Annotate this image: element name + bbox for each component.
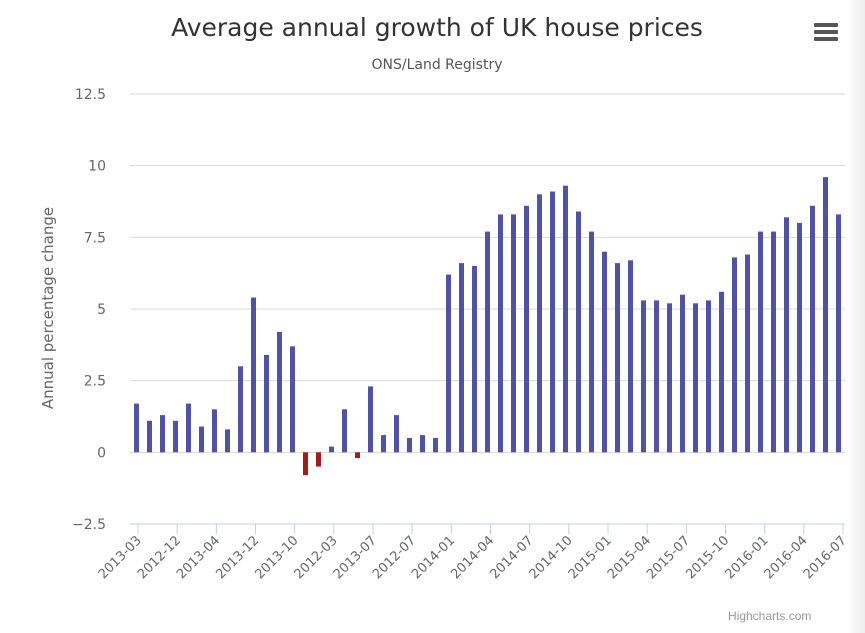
bar[interactable]: [264, 355, 269, 453]
bar[interactable]: [654, 300, 659, 452]
bar[interactable]: [420, 435, 425, 452]
bar[interactable]: [407, 438, 412, 452]
bar[interactable]: [160, 415, 165, 452]
bar[interactable]: [784, 217, 789, 452]
bar[interactable]: [446, 275, 451, 453]
y-tick-label: 7.5: [84, 230, 106, 246]
bar[interactable]: [251, 298, 256, 453]
bar[interactable]: [316, 452, 321, 466]
bar[interactable]: [524, 206, 529, 452]
bars: [134, 177, 841, 475]
bar[interactable]: [602, 252, 607, 453]
y-tick-label: 12.5: [75, 87, 106, 103]
bar[interactable]: [810, 206, 815, 452]
bar[interactable]: [563, 186, 568, 453]
y-axis-title: Annual percentage change: [39, 207, 57, 409]
bar[interactable]: [589, 232, 594, 453]
bar[interactable]: [836, 214, 841, 452]
bar[interactable]: [342, 409, 347, 452]
bar[interactable]: [498, 214, 503, 452]
bar[interactable]: [719, 292, 724, 453]
bar[interactable]: [797, 223, 802, 452]
bar[interactable]: [394, 415, 399, 452]
y-axis-labels: −2.5 0 2.5 5 7.5 10 12.5: [72, 87, 106, 533]
bar[interactable]: [277, 332, 282, 452]
x-tick-label: 2016-07: [801, 533, 850, 582]
bar[interactable]: [212, 409, 217, 452]
bar[interactable]: [667, 303, 672, 452]
y-tick-label: 10: [88, 159, 106, 175]
bar[interactable]: [628, 260, 633, 452]
bar[interactable]: [186, 404, 191, 453]
bar[interactable]: [433, 438, 438, 452]
bar[interactable]: [771, 232, 776, 453]
y-tick-label: 5: [97, 302, 106, 318]
bar[interactable]: [290, 346, 295, 452]
bar[interactable]: [615, 263, 620, 452]
y-tick-label: 2.5: [84, 374, 106, 390]
credits-link[interactable]: Highcharts.com: [728, 609, 811, 623]
bar[interactable]: [680, 295, 685, 453]
bar[interactable]: [459, 263, 464, 452]
bar[interactable]: [485, 232, 490, 453]
y-tick-label: −2.5: [72, 517, 106, 533]
bar[interactable]: [758, 232, 763, 453]
bar[interactable]: [173, 421, 178, 453]
chart: Average annual growth of UK house prices…: [0, 0, 865, 633]
bar[interactable]: [576, 212, 581, 453]
bar[interactable]: [147, 421, 152, 453]
bar[interactable]: [472, 266, 477, 452]
bar[interactable]: [732, 257, 737, 452]
bar[interactable]: [641, 300, 646, 452]
bar[interactable]: [368, 386, 373, 452]
context-menu-button[interactable]: [808, 18, 844, 48]
bar[interactable]: [199, 427, 204, 453]
bar[interactable]: [693, 303, 698, 452]
bar[interactable]: [381, 435, 386, 452]
bar[interactable]: [303, 452, 308, 475]
bar[interactable]: [329, 447, 334, 453]
bar[interactable]: [745, 255, 750, 453]
y-tick-label: 0: [97, 445, 106, 461]
scrollbar-edge: [847, 0, 865, 633]
bar[interactable]: [550, 192, 555, 453]
chart-title: Average annual growth of UK house prices: [171, 13, 703, 42]
bar[interactable]: [225, 429, 230, 452]
bar[interactable]: [537, 194, 542, 452]
chart-subtitle: ONS/Land Registry: [372, 57, 503, 73]
bar[interactable]: [134, 404, 139, 453]
bar[interactable]: [823, 177, 828, 452]
bar[interactable]: [706, 300, 711, 452]
bar[interactable]: [238, 366, 243, 452]
bar[interactable]: [511, 214, 516, 452]
bar[interactable]: [355, 452, 360, 458]
x-axis: 2013-032012-122013-042013-122013-102012-…: [96, 524, 850, 582]
